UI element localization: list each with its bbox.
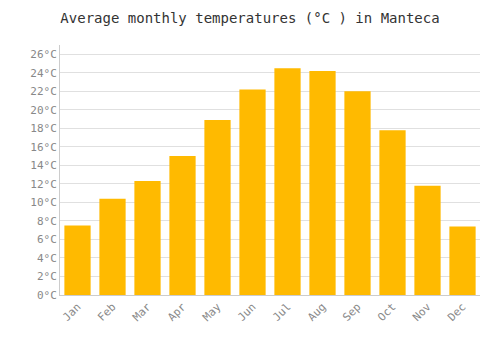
- svg-text:Jul: Jul: [270, 301, 293, 324]
- svg-text:6°C: 6°C: [37, 233, 57, 246]
- svg-text:Jan: Jan: [60, 301, 83, 324]
- svg-text:Sep: Sep: [340, 301, 363, 324]
- svg-text:Dec: Dec: [445, 301, 468, 324]
- svg-text:0°C: 0°C: [37, 289, 57, 302]
- svg-text:8°C: 8°C: [37, 215, 57, 228]
- svg-text:12°C: 12°C: [30, 178, 57, 191]
- svg-text:Oct: Oct: [375, 301, 398, 324]
- svg-text:14°C: 14°C: [30, 159, 57, 172]
- svg-text:Aug: Aug: [305, 301, 328, 324]
- svg-text:4°C: 4°C: [37, 252, 57, 265]
- svg-text:Mar: Mar: [130, 300, 154, 324]
- svg-text:May: May: [200, 300, 224, 324]
- svg-text:Nov: Nov: [410, 300, 434, 324]
- svg-text:Apr: Apr: [165, 300, 189, 324]
- svg-text:Jun: Jun: [235, 301, 258, 324]
- svg-text:22°C: 22°C: [30, 85, 57, 98]
- svg-text:20°C: 20°C: [30, 104, 57, 117]
- svg-text:16°C: 16°C: [30, 141, 57, 154]
- svg-text:2°C: 2°C: [37, 270, 57, 283]
- svg-text:24°C: 24°C: [30, 67, 57, 80]
- svg-text:10°C: 10°C: [30, 196, 57, 209]
- svg-text:Average monthly temperatures (: Average monthly temperatures (°C ) in Ma…: [60, 10, 439, 26]
- svg-text:Feb: Feb: [95, 301, 118, 324]
- svg-text:26°C: 26°C: [30, 48, 57, 61]
- svg-text:18°C: 18°C: [30, 122, 57, 135]
